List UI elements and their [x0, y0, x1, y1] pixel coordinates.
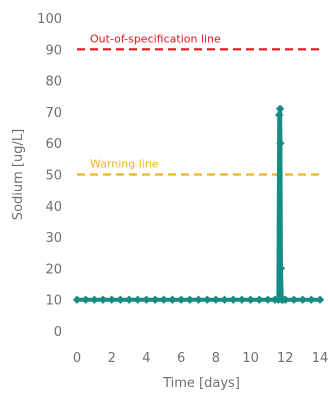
data-point — [81, 295, 90, 304]
y-axis-ticks: 0 10 20 30 40 50 60 70 80 90 100 — [37, 12, 62, 340]
y-tick-label: 10 — [45, 294, 62, 309]
data-point — [220, 295, 229, 304]
data-point — [281, 295, 290, 304]
data-point — [315, 295, 325, 304]
y-tick-label: 60 — [45, 137, 62, 152]
reference-line-label: Warning line — [90, 158, 159, 171]
x-tick-label: 2 — [108, 351, 116, 366]
data-point — [202, 295, 212, 304]
data-point — [229, 295, 238, 304]
x-axis-ticks: 0 2 4 6 8 10 12 14 — [73, 351, 328, 366]
y-tick-label: 90 — [45, 43, 62, 58]
x-tick-label: 14 — [312, 351, 328, 366]
data-point — [307, 295, 316, 304]
x-axis-title: Time [days] — [162, 376, 240, 391]
data-point — [107, 295, 116, 304]
y-tick-label: 80 — [45, 75, 62, 90]
data-point — [185, 295, 195, 304]
data-point — [276, 139, 285, 148]
data-point — [289, 295, 299, 304]
y-tick-label: 100 — [37, 12, 62, 27]
y-tick-label: 30 — [45, 231, 62, 246]
data-point — [116, 295, 125, 304]
data-point — [275, 104, 285, 113]
data-point — [142, 295, 151, 304]
data-point — [176, 295, 186, 304]
y-tick-label: 70 — [45, 106, 62, 121]
reference-line-label: Out-of-specification line — [90, 32, 221, 45]
y-tick-label: 20 — [45, 262, 62, 277]
x-tick-label: 12 — [277, 351, 294, 366]
data-point — [263, 295, 273, 304]
data-point — [90, 295, 99, 304]
y-tick-label: 50 — [45, 169, 62, 184]
data-point — [133, 295, 142, 304]
y-tick-label: 0 — [54, 325, 62, 340]
x-tick-label: 4 — [142, 351, 150, 366]
data-point — [275, 110, 284, 120]
x-tick-label: 0 — [73, 351, 81, 366]
data-point — [159, 295, 168, 304]
data-point — [150, 295, 160, 304]
data-point — [211, 295, 221, 304]
data-point — [194, 295, 203, 304]
data-point — [276, 264, 286, 273]
x-tick-label: 8 — [212, 351, 220, 366]
x-tick-label: 10 — [242, 351, 259, 366]
data-point — [98, 295, 108, 304]
series-line — [77, 106, 320, 302]
x-tick-label: 6 — [177, 351, 185, 366]
series-group — [72, 104, 325, 304]
data-point — [168, 295, 177, 304]
data-point — [255, 295, 264, 304]
data-point — [237, 295, 247, 304]
data-point — [298, 295, 307, 304]
data-point — [124, 295, 134, 304]
data-point — [246, 295, 255, 304]
reference-lines: Out-of-specification line Warning line — [77, 32, 320, 176]
y-tick-label: 40 — [45, 200, 62, 215]
data-point — [72, 295, 82, 304]
y-axis-title: Sodium [ug/L] — [11, 129, 26, 220]
